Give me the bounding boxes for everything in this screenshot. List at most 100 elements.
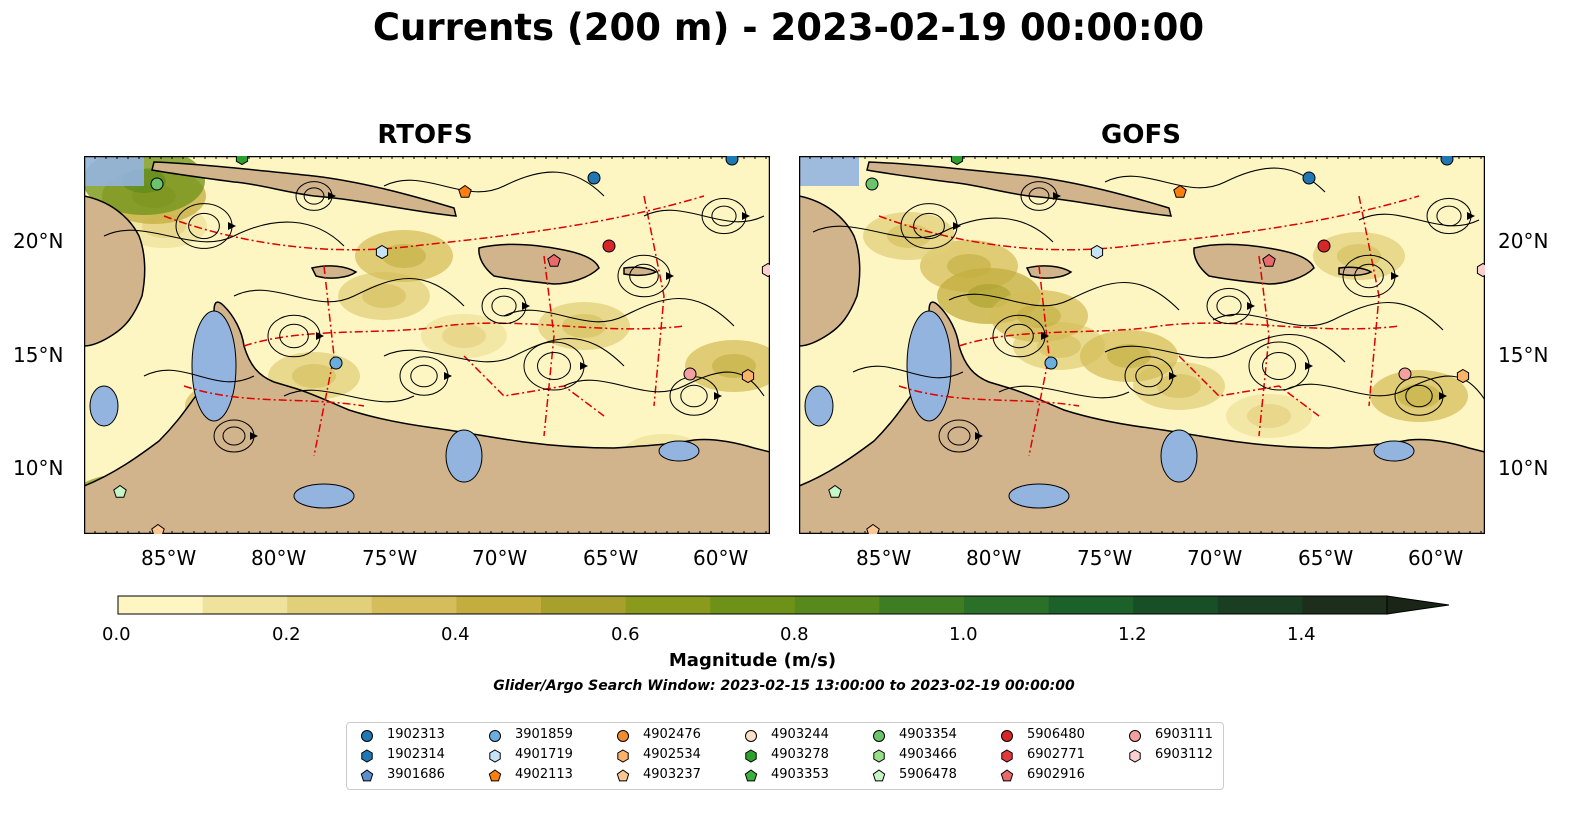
lon-tick-label: 75°W xyxy=(362,546,418,570)
colorbar-segment xyxy=(1302,596,1388,614)
float-marker xyxy=(1262,253,1276,267)
float-marker xyxy=(744,769,758,782)
legend-label: 3901859 xyxy=(515,727,573,742)
float-marker xyxy=(547,253,561,267)
float-marker xyxy=(950,156,964,166)
legend-marker-icon xyxy=(1001,749,1013,763)
colorbar-tick: 0.8 xyxy=(780,624,809,645)
colorbar-tick: 1.2 xyxy=(1118,624,1147,645)
colorbar-segment xyxy=(456,596,542,614)
float-marker xyxy=(602,239,616,253)
float-marker xyxy=(375,244,389,260)
float-marker xyxy=(489,730,501,742)
colorbar-segment xyxy=(879,596,965,614)
legend-label: 6902916 xyxy=(1027,767,1085,782)
colorbar-segment xyxy=(964,596,1050,614)
lon-tick-label: 65°W xyxy=(1298,546,1354,570)
legend-marker-icon xyxy=(873,730,885,742)
float-marker xyxy=(617,730,629,742)
float-marker xyxy=(488,769,502,782)
legend-marker-icon xyxy=(744,769,758,782)
legend-marker-icon xyxy=(489,749,501,763)
legend-label: 6902771 xyxy=(1027,747,1085,762)
rtofs-panel-title: RTOFS xyxy=(377,120,473,150)
legend-label: 4903353 xyxy=(771,767,829,782)
float-marker xyxy=(587,171,601,185)
colorbar-tick: 0.0 xyxy=(102,624,131,645)
legend-label: 4902476 xyxy=(643,727,701,742)
legend-label: 1902314 xyxy=(387,747,445,762)
search-window-note: Glider/Argo Search Window: 2023-02-15 13… xyxy=(493,678,1075,694)
lon-tick-label: 70°W xyxy=(1187,546,1243,570)
float-marker xyxy=(361,749,373,763)
legend-marker-icon xyxy=(617,749,629,763)
lon-tick-label: 60°W xyxy=(693,546,749,570)
legend-marker-icon xyxy=(616,769,630,782)
float-marker xyxy=(1001,749,1013,763)
float-marker xyxy=(872,769,886,782)
float-marker xyxy=(1129,730,1141,742)
legend-marker-icon xyxy=(1129,730,1141,742)
float-marker xyxy=(873,749,885,763)
lat-tick-label: 15°N xyxy=(13,343,64,367)
colorbar-segment xyxy=(118,596,204,614)
lat-tick-label: 20°N xyxy=(1498,229,1549,253)
float-marker xyxy=(828,484,842,498)
legend-label: 4903278 xyxy=(771,747,829,762)
float-marker xyxy=(1476,262,1485,278)
float-marker xyxy=(1440,156,1454,166)
lat-tick-label: 10°N xyxy=(1498,456,1549,480)
legend-marker-icon xyxy=(872,769,886,782)
lon-tick-label: 80°W xyxy=(966,546,1022,570)
colorbar-tick: 1.0 xyxy=(949,624,978,645)
legend-label: 4903354 xyxy=(899,727,957,742)
float-marker xyxy=(1000,769,1014,782)
legend-marker-icon xyxy=(361,749,373,763)
legend-marker-icon xyxy=(617,730,629,742)
legend: 1902313 1902314 3901686 3901859 4901719 49021… xyxy=(346,722,1224,790)
colorbar-segment xyxy=(794,596,880,614)
legend-marker-icon xyxy=(745,749,757,763)
colorbar-segment xyxy=(202,596,288,614)
gofs-map xyxy=(799,156,1485,534)
float-marker xyxy=(1001,730,1013,742)
float-marker xyxy=(1302,171,1316,185)
lon-tick-label: 65°W xyxy=(583,546,639,570)
colorbar-tick: 0.2 xyxy=(272,624,301,645)
legend-label: 4901719 xyxy=(515,747,573,762)
float-marker xyxy=(1129,749,1141,763)
float-marker xyxy=(1173,184,1187,198)
legend-marker-icon xyxy=(873,749,885,763)
legend-marker-icon xyxy=(361,730,373,742)
float-marker xyxy=(683,367,697,381)
float-marker xyxy=(741,368,755,384)
float-marker xyxy=(113,484,127,498)
colorbar-tick: 0.6 xyxy=(611,624,640,645)
legend-marker-icon xyxy=(745,730,757,742)
lat-tick-label: 20°N xyxy=(13,229,64,253)
float-marker xyxy=(761,262,770,278)
legend-marker-icon xyxy=(1000,769,1014,782)
float-marker xyxy=(1090,244,1104,260)
legend-label: 5906480 xyxy=(1027,727,1085,742)
legend-label: 3901686 xyxy=(387,767,445,782)
rtofs-map xyxy=(84,156,770,534)
float-marker xyxy=(616,769,630,782)
float-marker xyxy=(150,177,164,191)
figure-title: Currents (200 m) - 2023-02-19 00:00:00 xyxy=(372,6,1205,49)
legend-marker-icon xyxy=(360,769,374,782)
lat-tick-label: 15°N xyxy=(1498,343,1549,367)
legend-label: 4902113 xyxy=(515,767,573,782)
float-marker xyxy=(745,749,757,763)
lon-tick-label: 85°W xyxy=(856,546,912,570)
colorbar xyxy=(117,595,1450,615)
float-marker xyxy=(458,184,472,198)
legend-label: 4902534 xyxy=(643,747,701,762)
float-marker xyxy=(151,523,165,534)
lon-tick-label: 60°W xyxy=(1408,546,1464,570)
float-marker xyxy=(725,156,739,166)
lon-tick-label: 75°W xyxy=(1077,546,1133,570)
legend-label: 6903111 xyxy=(1155,727,1213,742)
lon-tick-label: 85°W xyxy=(141,546,197,570)
colorbar-segment xyxy=(1133,596,1219,614)
